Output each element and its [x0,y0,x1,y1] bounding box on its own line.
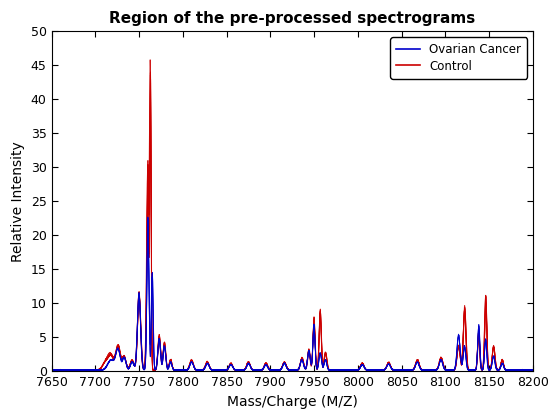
Title: Region of the pre-processed spectrograms: Region of the pre-processed spectrograms [109,11,475,26]
X-axis label: Mass/Charge (M/Z): Mass/Charge (M/Z) [227,395,358,409]
Legend: Ovarian Cancer, Control: Ovarian Cancer, Control [390,37,527,79]
Y-axis label: Relative Intensity: Relative Intensity [11,141,25,262]
